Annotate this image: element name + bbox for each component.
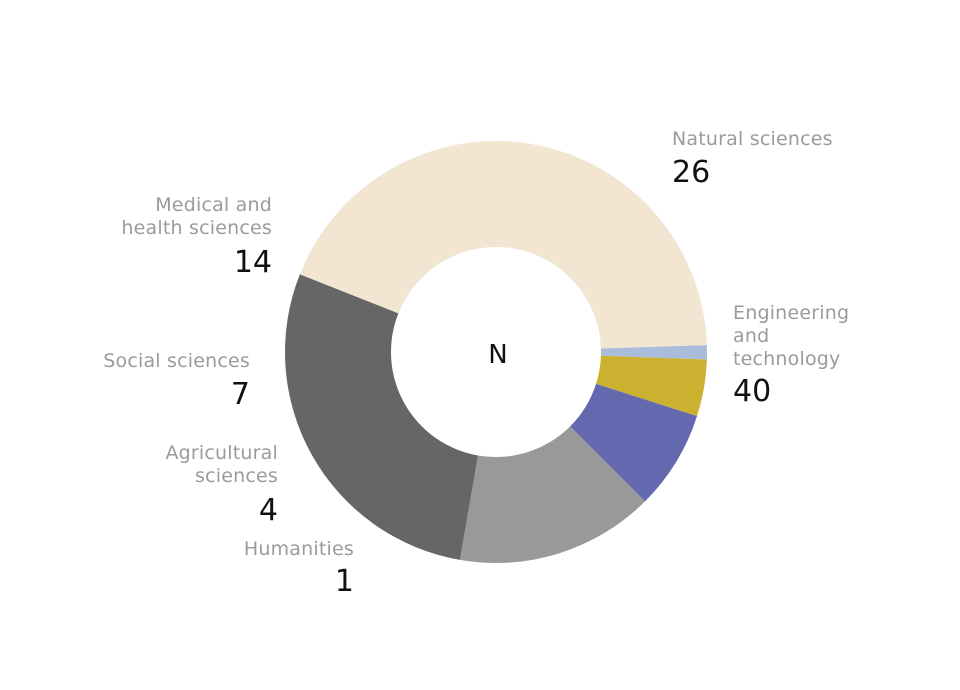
slice-engineering-and-technology bbox=[299, 140, 707, 349]
label-engineering-line2: and bbox=[733, 325, 770, 347]
value-natural-sciences: 26 bbox=[672, 155, 711, 190]
center-label: N bbox=[488, 340, 508, 370]
label-agricultural-line2: sciences bbox=[195, 465, 278, 487]
label-engineering-line3: technology bbox=[733, 348, 841, 370]
slice-social-sciences bbox=[570, 383, 698, 502]
label-natural-sciences: Natural sciences bbox=[672, 128, 833, 150]
value-humanities: 1 bbox=[334, 564, 354, 599]
label-engineering-line1: Engineering bbox=[733, 302, 850, 324]
value-medical: 14 bbox=[233, 245, 272, 280]
slice-natural-sciences bbox=[284, 274, 479, 560]
value-engineering: 40 bbox=[733, 374, 772, 409]
slice-agricultural-sciences bbox=[596, 355, 707, 417]
label-medical-line1: Medical and bbox=[155, 194, 272, 216]
label-social: Social sciences bbox=[103, 350, 250, 372]
value-agricultural: 4 bbox=[258, 493, 278, 528]
label-agricultural-line1: Agricultural bbox=[165, 442, 278, 464]
label-humanities: Humanities bbox=[243, 538, 354, 560]
label-medical-line2: health sciences bbox=[121, 217, 272, 239]
slice-humanities bbox=[600, 345, 707, 360]
slice-medical-and-health-sciences bbox=[459, 426, 645, 564]
value-social: 7 bbox=[230, 377, 250, 412]
